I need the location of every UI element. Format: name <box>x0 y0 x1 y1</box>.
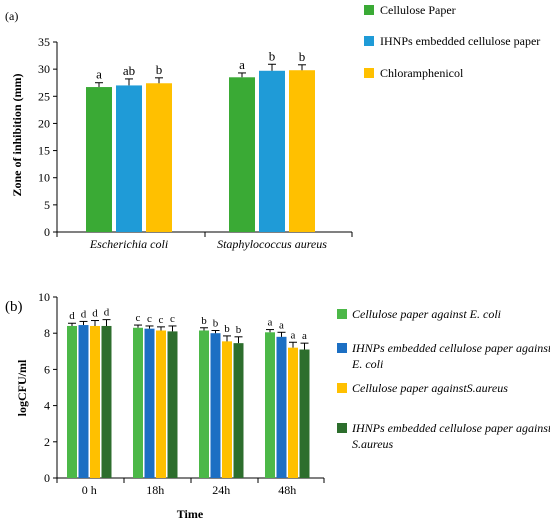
significance-letter: d <box>92 308 98 320</box>
panel-a-y-axis-label: Zone of inhibition (mm) <box>10 73 24 196</box>
chart-panel-a: (a) Zone of inhibition (mm) 0 5 10 15 20 25 30… <box>5 3 540 251</box>
x-tick-label: 18h <box>146 483 164 497</box>
panel-b-x-axis-label: Time <box>177 507 204 521</box>
bar <box>199 330 209 478</box>
legend-label: IHNPs embedded cellulose paper against S… <box>351 421 550 451</box>
panel-b-label: (b) <box>5 299 23 315</box>
y-tick-label: 10 <box>38 171 50 185</box>
significance-letter: c <box>159 314 164 326</box>
significance-letter: a <box>268 317 273 329</box>
bar <box>289 70 315 232</box>
significance-letter: d <box>81 308 87 320</box>
bar <box>229 77 255 233</box>
legend-label: Cellulose paper againstS.aureus <box>352 381 508 395</box>
y-tick-label: 0 <box>44 225 50 239</box>
bar <box>222 341 232 478</box>
bar <box>116 85 142 232</box>
bar <box>133 327 143 478</box>
x-tick-label: Staphylococcus aureus <box>217 237 327 251</box>
legend-label: IHNPs embedded cellulose paper against E… <box>351 341 550 371</box>
legend-label-organism: S.aureus <box>352 437 394 451</box>
bar <box>67 325 77 478</box>
legend-swatch <box>364 5 374 15</box>
y-tick-label: 30 <box>38 62 50 76</box>
bar <box>156 330 166 478</box>
bar <box>259 70 285 233</box>
bar <box>299 349 310 478</box>
y-tick-label: 8 <box>44 326 50 340</box>
significance-letter: c <box>147 313 152 325</box>
x-tick-label: 0 h <box>82 483 97 497</box>
legend-swatch <box>337 383 347 393</box>
legend-label-text: IHNPs embedded cellulose paper against <box>351 341 550 355</box>
y-tick-label: 4 <box>44 399 50 413</box>
legend-label: Cellulose paper against E. coli <box>352 307 501 321</box>
panel-b-y-axis-label: logCFU/ml <box>15 359 29 416</box>
legend-swatch <box>337 309 347 319</box>
bar <box>78 325 89 478</box>
significance-letter: b <box>236 324 242 336</box>
bar <box>210 333 221 478</box>
x-tick-label: 24h <box>212 483 230 497</box>
panel-a-label: (a) <box>5 9 18 23</box>
bar <box>276 336 287 478</box>
significance-letter: b <box>269 48 276 63</box>
bar <box>146 83 172 232</box>
legend-label: Chloramphenicol <box>380 66 464 80</box>
bar <box>167 331 178 478</box>
significance-letter: a <box>239 57 245 72</box>
significance-letter: b <box>201 315 207 327</box>
significance-letter: c <box>136 312 141 324</box>
y-tick-label: 20 <box>38 116 50 130</box>
significance-letter: a <box>279 319 284 331</box>
y-tick-label: 5 <box>44 198 50 212</box>
significance-letter: b <box>224 323 230 335</box>
legend-label-organism: S.aureus <box>467 381 509 395</box>
legend-label: Cellulose Paper <box>380 3 456 17</box>
significance-letter: c <box>170 313 175 325</box>
significance-letter: b <box>156 62 163 77</box>
legend-label: IHNPs embedded cellulose paper <box>380 34 540 48</box>
y-tick-label: 15 <box>38 144 50 158</box>
significance-letter: d <box>104 307 110 319</box>
legend-swatch <box>364 68 374 78</box>
bar <box>144 328 155 478</box>
bar <box>288 347 298 478</box>
x-tick-label: Escherichia coli <box>89 237 168 251</box>
x-tick-label: 48h <box>278 483 296 497</box>
significance-letter: ab <box>123 63 135 78</box>
legend-swatch <box>337 343 347 353</box>
significance-letter: d <box>69 310 75 322</box>
significance-letter: a <box>96 67 102 82</box>
bar <box>101 325 112 478</box>
legend-label-text: Cellulose paper against <box>352 381 467 395</box>
significance-letter: b <box>213 317 219 329</box>
bar <box>90 325 100 478</box>
significance-letter: a <box>291 329 296 341</box>
bar <box>86 87 112 232</box>
y-tick-label: 0 <box>44 471 50 485</box>
y-tick-label: 6 <box>44 362 50 376</box>
significance-letter: b <box>299 49 306 64</box>
panel-a-legend: Cellulose Paper IHNPs embedded cellulose … <box>364 3 540 80</box>
y-tick-label: 2 <box>44 435 50 449</box>
legend-label-organism: E. coli <box>469 307 501 321</box>
legend-swatch <box>364 36 374 46</box>
legend-label-text: IHNPs embedded cellulose paper against <box>351 421 550 435</box>
significance-letter: a <box>302 330 307 342</box>
y-tick-label: 35 <box>38 35 50 49</box>
legend-swatch <box>337 423 347 433</box>
y-tick-label: 10 <box>38 290 50 304</box>
legend-label-text: Cellulose paper against <box>352 307 470 321</box>
bar <box>265 332 275 478</box>
legend-label-organism: E. coli <box>351 357 383 371</box>
y-tick-label: 25 <box>38 89 50 103</box>
bar <box>233 343 244 478</box>
